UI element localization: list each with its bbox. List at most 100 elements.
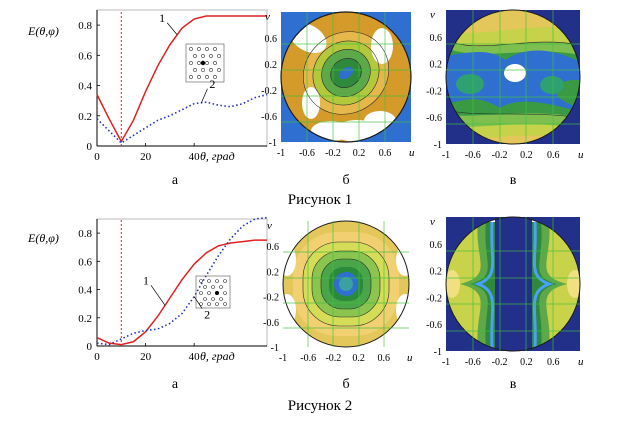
grid-lines (283, 221, 409, 347)
panel-label-b: б (342, 173, 349, 188)
series-label: 2 (209, 77, 215, 91)
series-line-1 (96, 239, 267, 346)
x-tick-label: 0 (94, 351, 100, 363)
series-line-1 (96, 15, 267, 144)
fig2-contour-map-b: -1 -0.6 -0.2 0.2 0.6 0.6 0.2 -0.2 -0.6 -1 u v (263, 220, 413, 364)
tick-labels: -1 -0.6 -0.2 0.2 0.6 0.6 0.2 -0.2 -0.6 -1 u v (426, 216, 584, 368)
series-label: 2 (204, 308, 210, 322)
x-tick-label: -1 (442, 357, 450, 368)
y-tick-label: 0.2 (78, 111, 92, 123)
x-tick-label: 40 (189, 151, 201, 163)
fig1-contour-map-b: -1 -0.6 -0.2 0.2 0.6 0.6 0.2 -0.2 -0.6 -1 u v (261, 11, 415, 159)
y-tick-label: 0.8 (78, 228, 92, 240)
x-axis-label: u (578, 149, 584, 161)
y-tick-label: -0.6 (261, 112, 277, 123)
y-tick-label: 0.2 (430, 267, 443, 278)
x-tick-label: -1 (277, 148, 285, 159)
y-tick-label: 0.6 (78, 256, 92, 268)
x-tick-label: -0.2 (492, 357, 508, 368)
panel-label-v: в (510, 377, 517, 392)
figure-caption: Рисунок 1 (288, 192, 352, 208)
x-tick-label: 0.2 (520, 150, 533, 161)
x-tick-label: -0.6 (465, 357, 481, 368)
x-tick-label: 0.6 (547, 357, 560, 368)
y-tick-label: -1 (269, 138, 277, 149)
y-tick-label: 0 (87, 141, 93, 153)
y-tick-label: 0.6 (430, 33, 443, 44)
y-tick-label: -1 (434, 140, 442, 151)
y-tick-label: 0.4 (78, 81, 92, 93)
x-axis-label: u (409, 147, 415, 159)
x-tick-label: -0.6 (465, 150, 481, 161)
x-tick-label: 0.6 (379, 148, 392, 159)
fig1-line-chart: E(θ,φ) θ, град 0 0.2 0.4 0.6 0.8 0 20 40 1 2 (27, 9, 268, 163)
y-tick-label: 0.6 (78, 50, 92, 62)
y-tick-label: 0.2 (430, 60, 443, 71)
series-label-leader (150, 285, 166, 306)
y-axis-label: E(θ,φ) (27, 231, 59, 245)
x-tick-label: -0.6 (300, 353, 316, 364)
plot-frame (96, 9, 268, 147)
y-tick-label: 0.2 (265, 60, 278, 71)
y-tick-label: 0.6 (267, 242, 280, 253)
x-tick-label: -1 (279, 353, 287, 364)
figure-1: E(θ,φ) θ, град 0 0.2 0.4 0.6 0.8 0 20 40 1 2 (27, 9, 584, 208)
grid-lines (446, 217, 580, 351)
series-label: 1 (143, 273, 149, 287)
y-tick-label: 0.6 (265, 34, 278, 45)
x-tick-label: 0.6 (378, 353, 391, 364)
x-tick-label: 0.2 (520, 357, 533, 368)
x-tick-label: -1 (442, 150, 450, 161)
y-axis-label: E(θ,φ) (27, 24, 59, 38)
series-label-leader (201, 88, 208, 103)
panel-label-b: б (342, 377, 349, 392)
y-tick-label: -0.2 (261, 86, 277, 97)
y-tick-label: -0.2 (263, 293, 279, 304)
array-inset-icon (195, 275, 231, 309)
plot-frame (96, 218, 268, 347)
y-axis-label: v (430, 216, 435, 228)
y-axis-label: v (430, 9, 435, 21)
y-tick-label: 0 (87, 341, 93, 353)
y-tick-label: -0.6 (426, 113, 442, 124)
x-axis-label: u (407, 352, 413, 364)
grid-lines (446, 10, 580, 144)
x-tick-label: -0.2 (325, 353, 341, 364)
x-tick-label: 0 (94, 151, 100, 163)
tick-labels: -1 -0.6 -0.2 0.2 0.6 0.6 0.2 -0.2 -0.6 -1 u v (263, 220, 413, 364)
x-tick-label: -0.2 (492, 150, 508, 161)
panel-label-a: а (172, 173, 179, 188)
y-tick-label: 0.4 (78, 285, 92, 297)
series-label-leader (166, 22, 178, 36)
x-tick-label: 0.6 (547, 150, 560, 161)
x-tick-label: 40 (189, 351, 201, 363)
figure-caption: Рисунок 2 (288, 398, 352, 414)
fig2-line-chart: E(θ,φ) θ, град 0 0.2 0.4 0.6 0.8 0 20 40 1 2 (27, 216, 268, 363)
x-tick-label: -0.2 (325, 148, 341, 159)
x-tick-label: 0.2 (352, 353, 365, 364)
fig2-contour-map-v: -1 -0.6 -0.2 0.2 0.6 0.6 0.2 -0.2 -0.6 -1 u v (426, 216, 584, 368)
array-inset-icon (185, 43, 225, 83)
tick-labels: -1 -0.6 -0.2 0.2 0.6 0.6 0.2 -0.2 -0.6 -1 u v (261, 11, 415, 159)
y-axis-label: v (265, 11, 270, 23)
panel-label-a: а (172, 377, 179, 392)
x-tick-label: 0.2 (353, 148, 366, 159)
x-tick-label: 20 (140, 151, 152, 163)
y-tick-label: -0.2 (426, 86, 442, 97)
fig1-contour-map-v: -1 -0.6 -0.2 0.2 0.6 0.6 0.2 -0.2 -0.6 -1 u v (426, 9, 584, 161)
y-tick-label: -1 (271, 343, 279, 354)
y-tick-label: -0.2 (426, 293, 442, 304)
x-axis-label: u (578, 356, 584, 368)
series-line-2 (96, 216, 268, 346)
y-tick-label: 0.8 (78, 20, 92, 32)
x-tick-label: -0.6 (299, 148, 315, 159)
y-tick-label: -0.6 (263, 318, 279, 329)
y-tick-label: -1 (434, 347, 442, 358)
y-axis-label: v (267, 220, 272, 232)
panel-label-v: в (510, 173, 517, 188)
series-label-leader (193, 296, 203, 309)
figure-2: E(θ,φ) θ, град 0 0.2 0.4 0.6 0.8 0 20 40 1 2 (27, 216, 584, 414)
y-tick-label: 0.6 (430, 240, 443, 251)
y-tick-label: -0.6 (426, 320, 442, 331)
